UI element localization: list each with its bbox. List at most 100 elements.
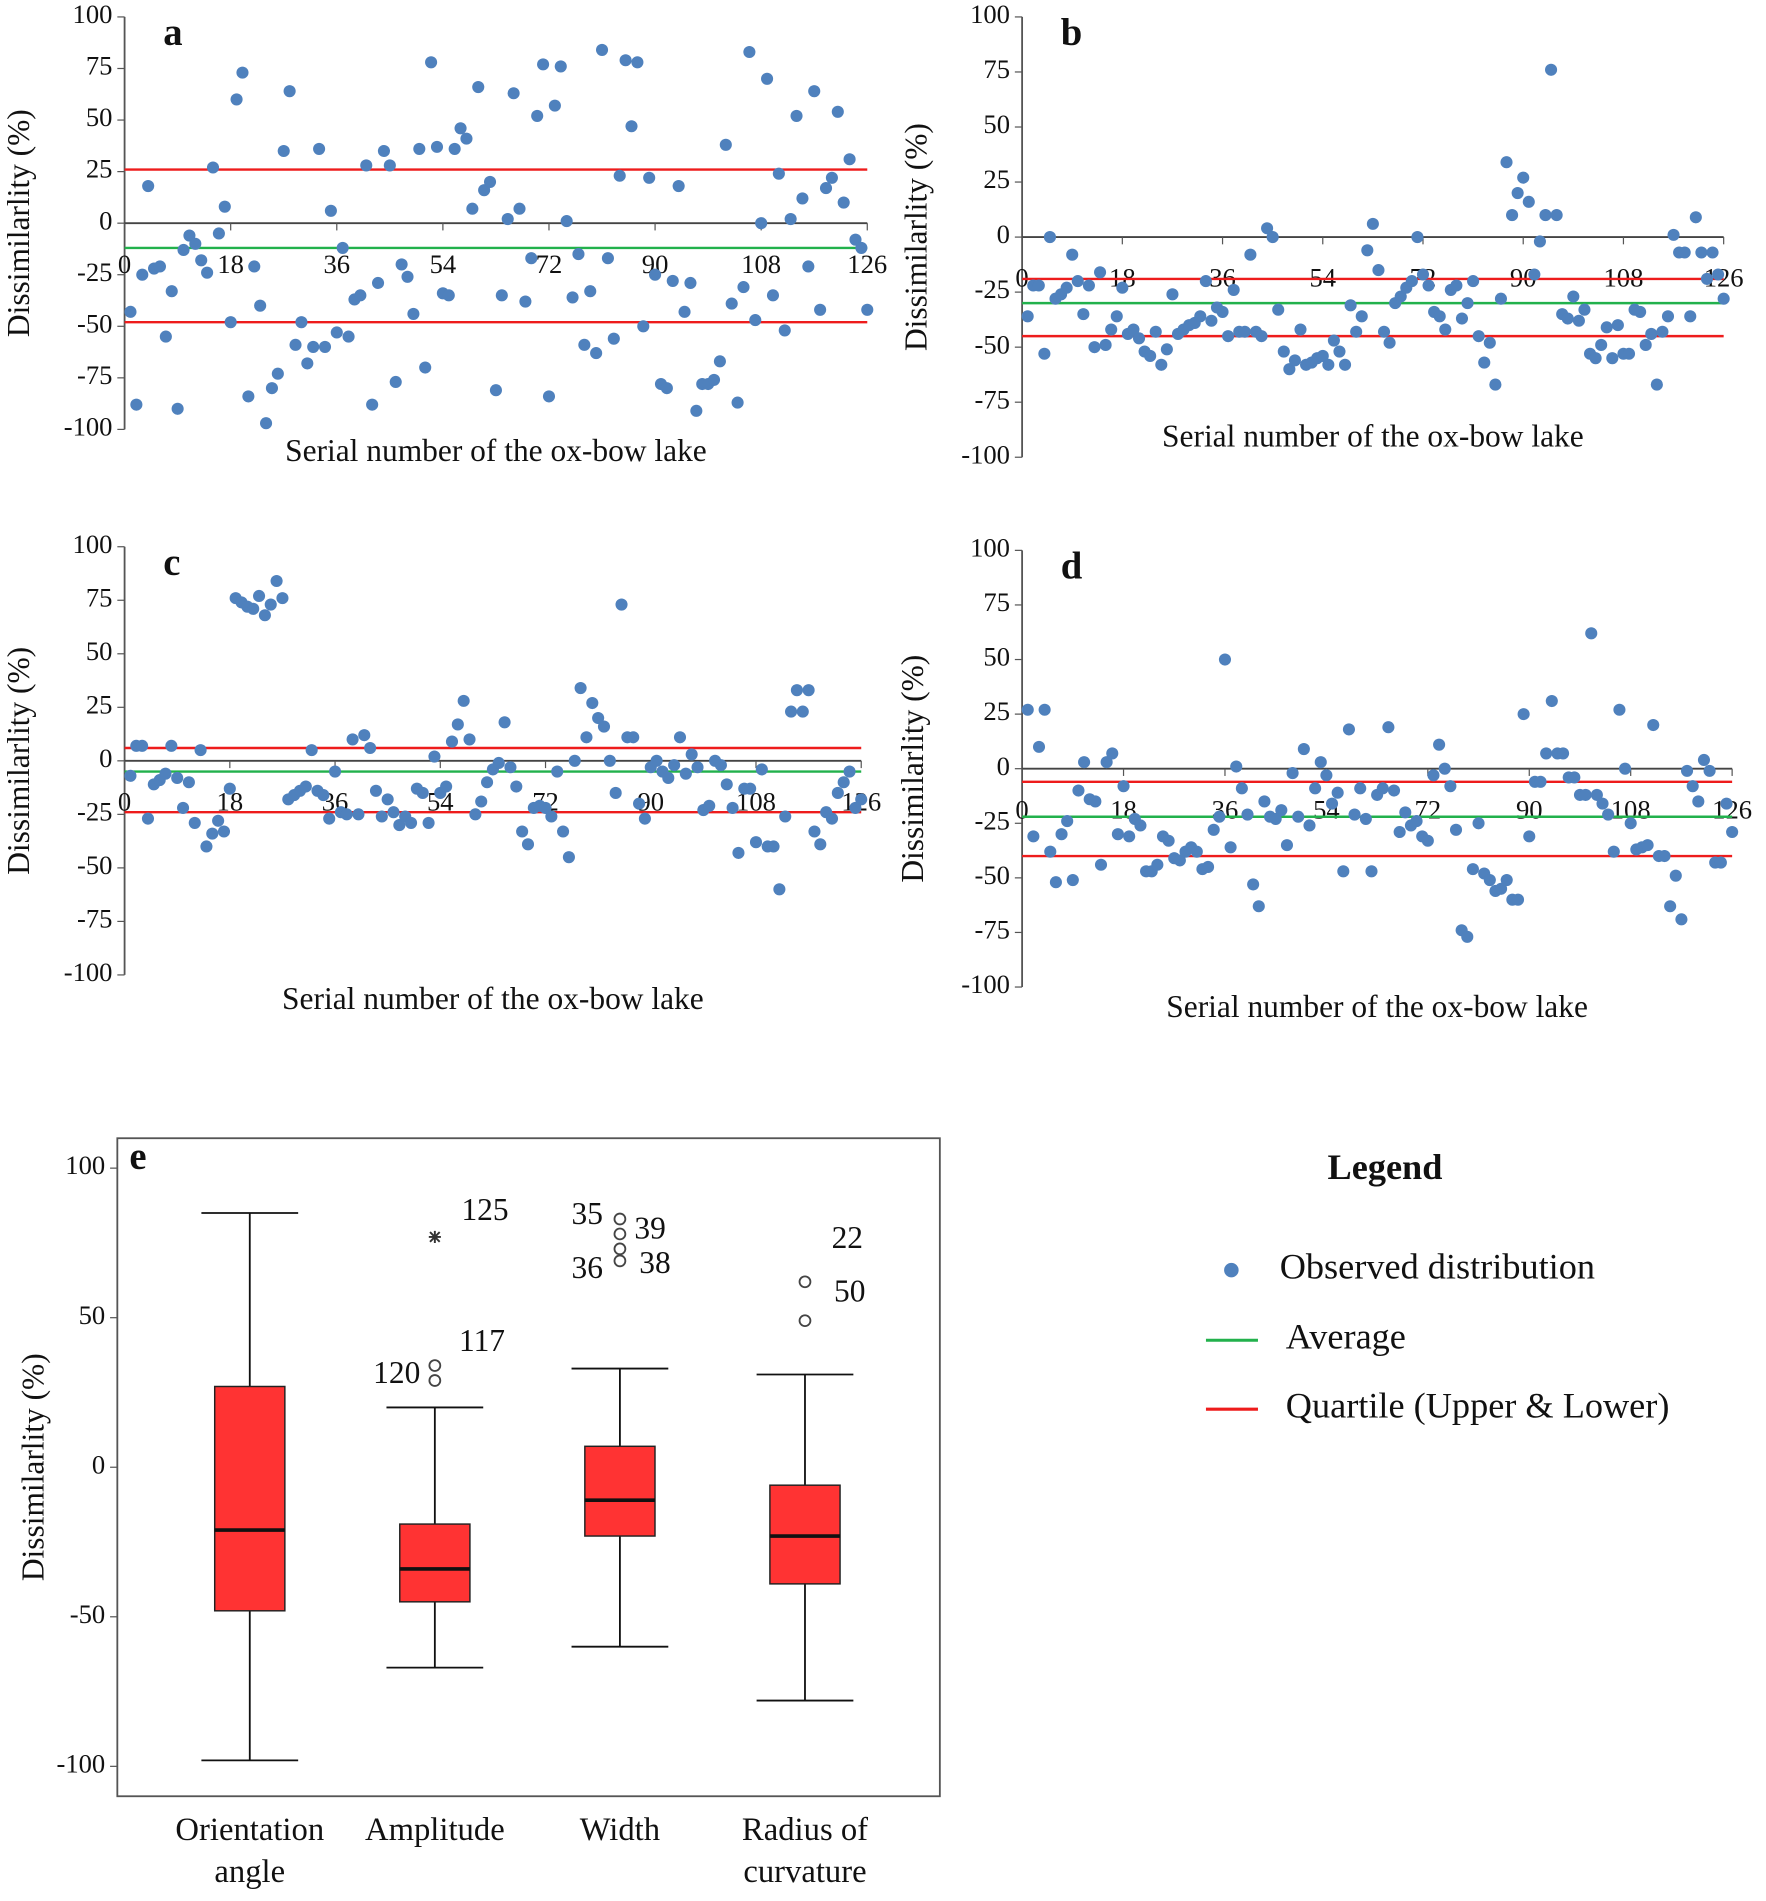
point <box>242 390 255 403</box>
point <box>638 812 651 825</box>
point <box>425 56 438 69</box>
point <box>346 733 359 746</box>
point <box>1634 305 1647 318</box>
point <box>1066 248 1079 261</box>
outlier <box>613 1254 627 1268</box>
point <box>124 305 137 318</box>
y-tick-label: -100 <box>961 969 1010 999</box>
point <box>720 778 733 791</box>
point <box>1578 303 1591 316</box>
point <box>1461 297 1474 310</box>
y-tick-label: 75 <box>86 51 113 81</box>
point <box>784 212 797 226</box>
point <box>831 786 844 799</box>
point <box>1194 310 1207 323</box>
y-tick-label: -50 <box>70 1599 105 1629</box>
point <box>305 744 318 757</box>
point <box>1348 808 1361 821</box>
category-label: Width <box>579 1810 661 1848</box>
point <box>592 711 605 725</box>
point <box>1567 290 1580 303</box>
point <box>1376 782 1389 795</box>
point <box>1105 323 1118 336</box>
point <box>1066 873 1079 887</box>
point <box>551 765 564 778</box>
point <box>422 816 435 829</box>
point <box>625 120 638 133</box>
point <box>521 838 535 851</box>
point <box>1117 780 1130 793</box>
point <box>271 367 284 380</box>
point <box>141 812 155 825</box>
y-tick-label: -50 <box>975 329 1010 359</box>
point <box>1684 310 1697 323</box>
point <box>1720 797 1733 810</box>
point <box>217 825 231 838</box>
legend-marker <box>1224 1262 1239 1278</box>
point <box>1517 708 1530 721</box>
point <box>342 330 355 343</box>
point <box>254 299 267 312</box>
point <box>1162 834 1175 847</box>
point <box>224 316 237 329</box>
point <box>1111 828 1124 841</box>
point <box>568 754 581 767</box>
point <box>1277 345 1290 358</box>
point <box>389 375 402 389</box>
point <box>1595 338 1608 352</box>
point <box>1235 782 1248 795</box>
point <box>1038 347 1051 360</box>
point <box>1151 858 1164 871</box>
point <box>849 801 862 814</box>
point <box>1272 303 1285 316</box>
y-tick-label: 25 <box>86 689 113 719</box>
point <box>1714 856 1727 869</box>
outlier-star <box>428 1230 441 1243</box>
point <box>1288 354 1301 367</box>
point <box>1472 330 1485 343</box>
point <box>1166 288 1179 301</box>
point <box>1494 292 1507 305</box>
point <box>725 297 738 310</box>
point <box>1309 782 1322 795</box>
point <box>1717 292 1730 305</box>
point <box>1082 279 1095 292</box>
point <box>562 851 575 864</box>
point <box>1021 703 1034 716</box>
point <box>313 142 326 155</box>
y-tick-label: -100 <box>64 957 113 987</box>
y-tick-label: 100 <box>970 0 1010 29</box>
point <box>413 142 426 155</box>
point <box>1354 782 1367 795</box>
point <box>731 396 744 409</box>
category-label-box: Radius of curvature <box>742 1811 868 1890</box>
point <box>1077 308 1090 321</box>
y-tick-label: 25 <box>983 164 1010 194</box>
point <box>318 340 332 353</box>
category-label: Orientation angle <box>175 1810 325 1890</box>
point <box>1316 349 1329 363</box>
point <box>1337 865 1350 878</box>
point <box>855 793 868 806</box>
x-axis-title: Serial number of the ox-bow lake <box>282 981 704 1016</box>
point <box>1027 830 1040 843</box>
point <box>130 398 143 411</box>
point <box>1523 830 1536 843</box>
point <box>1416 268 1430 281</box>
point <box>1286 767 1299 780</box>
point <box>1411 231 1424 244</box>
point <box>531 109 544 122</box>
point <box>633 797 646 810</box>
y-tick-label: 25 <box>983 696 1010 726</box>
point <box>407 307 420 320</box>
point <box>1227 283 1240 296</box>
point <box>1314 756 1327 769</box>
point <box>1387 784 1401 797</box>
point <box>1726 825 1739 839</box>
point <box>247 602 260 615</box>
point <box>1355 310 1368 323</box>
outlier-label: 39 <box>634 1211 665 1246</box>
point <box>1712 268 1725 281</box>
point <box>381 793 394 806</box>
x-tick-label: 108 <box>741 249 781 279</box>
